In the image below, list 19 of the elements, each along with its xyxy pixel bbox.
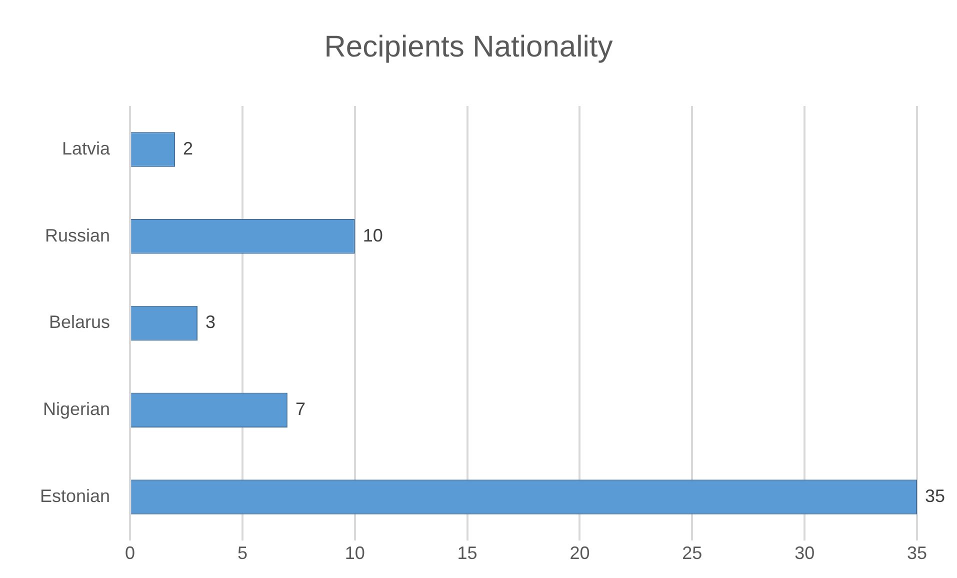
y-tick-label: Latvia	[62, 138, 112, 158]
x-tick-label: 5	[237, 543, 248, 564]
data-label: 2	[183, 138, 194, 158]
y-tick-label: Belarus	[49, 312, 110, 332]
y-tick-label: Nigerian	[43, 399, 110, 420]
x-tick-label: 35	[906, 543, 928, 564]
x-tick-label: 10	[344, 543, 365, 564]
data-label: 3	[206, 312, 216, 332]
y-tick-label: Russian	[45, 225, 110, 246]
data-label: 7	[295, 399, 306, 420]
x-tick-label: 0	[125, 543, 136, 564]
data-label: 35	[925, 486, 946, 506]
x-tick-label: 20	[570, 543, 590, 564]
chart-title: Recipients Nationality	[324, 30, 613, 64]
y-tick-label: Estonian	[40, 486, 110, 506]
x-tick-label: 30	[794, 543, 815, 564]
data-label: 10	[362, 225, 383, 246]
x-tick-label: 15	[457, 543, 478, 564]
x-tick-label: 25	[682, 543, 702, 564]
